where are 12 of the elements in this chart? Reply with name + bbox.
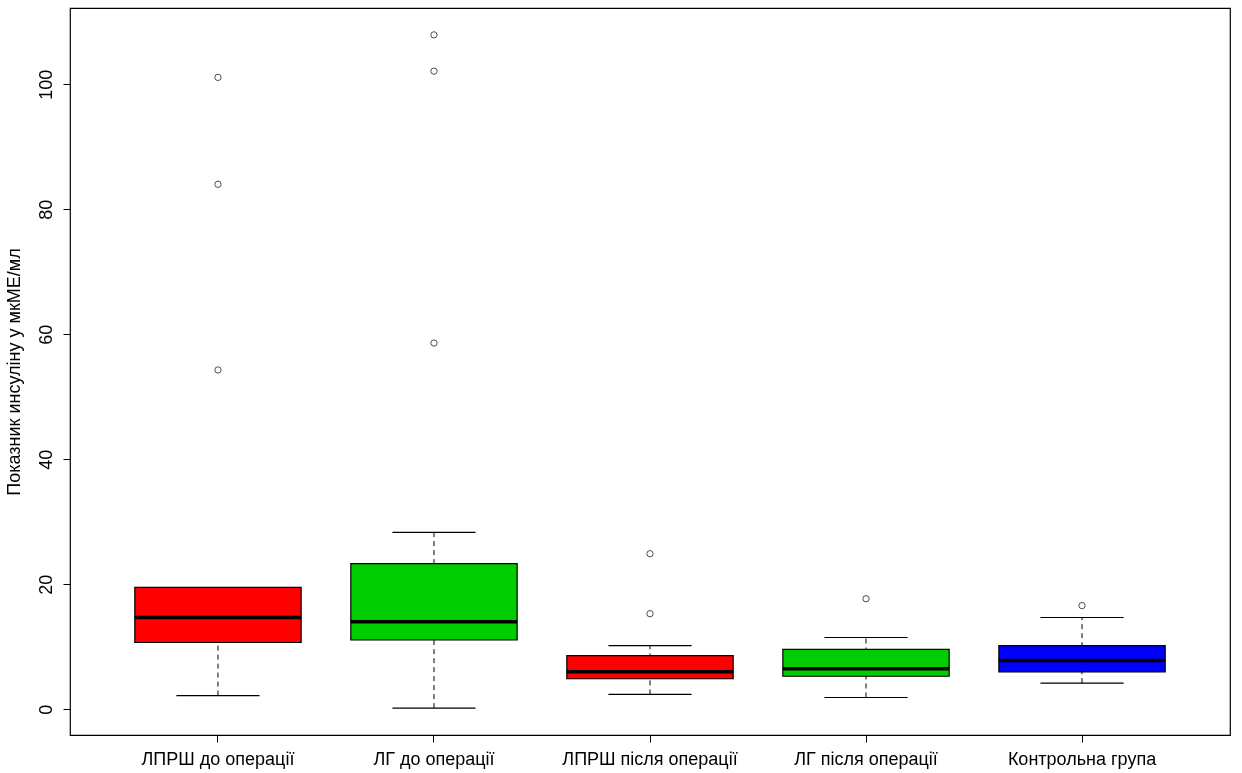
x-tick-label: ЛПРШ до операції bbox=[141, 748, 295, 769]
y-tick-label: 40 bbox=[35, 449, 56, 470]
y-tick-label: 100 bbox=[35, 69, 56, 100]
y-tick-label: 60 bbox=[35, 324, 56, 345]
y-axis-title: Показник инсуліну у мкМЕ/мл bbox=[3, 248, 24, 496]
x-tick-label: ЛГ після операції bbox=[794, 748, 938, 769]
y-tick-label: 0 bbox=[35, 704, 56, 715]
y-tick-label: 20 bbox=[35, 574, 56, 595]
x-tick-label: Контрольна група bbox=[1007, 748, 1158, 769]
x-tick-label: ЛПРШ після операції bbox=[562, 748, 738, 769]
x-tick-label: ЛГ до операції bbox=[373, 748, 495, 769]
y-tick-label: 80 bbox=[35, 199, 56, 220]
